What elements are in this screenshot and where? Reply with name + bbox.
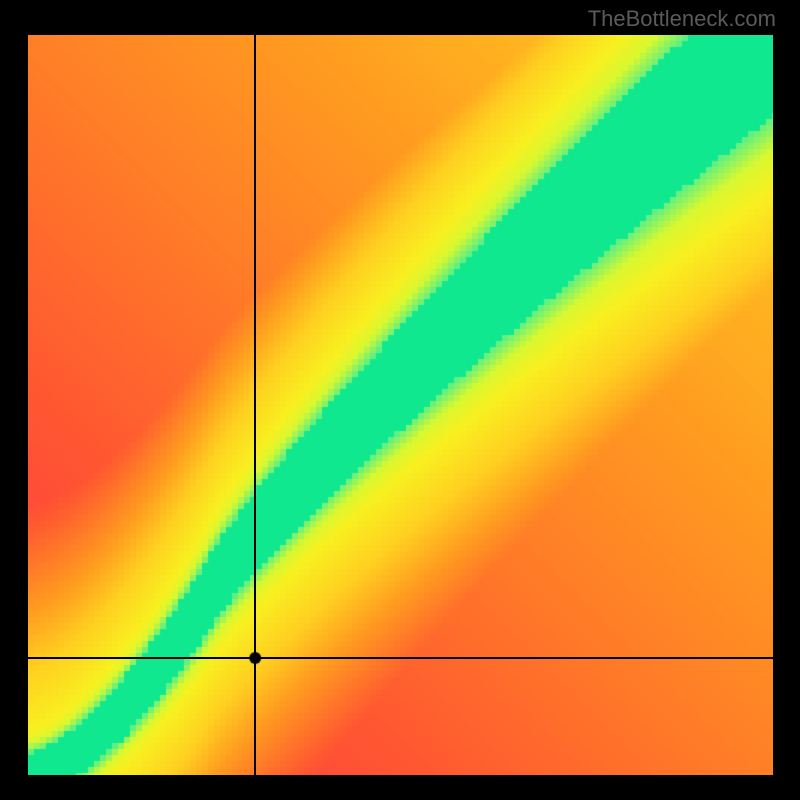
crosshair-vertical: [254, 35, 256, 775]
crosshair-horizontal: [28, 657, 773, 659]
chart-frame: TheBottleneck.com: [0, 0, 800, 800]
watermark-label: TheBottleneck.com: [588, 6, 776, 32]
heatmap-plot: [28, 35, 773, 775]
heatmap-canvas: [28, 35, 773, 775]
